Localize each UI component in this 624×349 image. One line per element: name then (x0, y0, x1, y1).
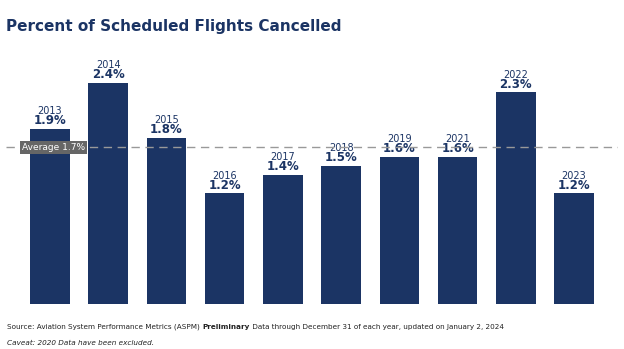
Bar (147, 138, 186, 304)
Text: 2013: 2013 (37, 106, 62, 116)
Bar (438, 157, 477, 304)
Text: 2018: 2018 (329, 143, 353, 153)
Text: Source: Aviation System Performance Metrics (ASPM): Source: Aviation System Performance Metr… (7, 323, 202, 330)
Text: 2014: 2014 (96, 60, 120, 70)
Text: 1.6%: 1.6% (441, 142, 474, 155)
Text: 2.3%: 2.3% (500, 77, 532, 90)
Bar (379, 157, 419, 304)
Text: Preliminary: Preliminary (202, 324, 250, 330)
Text: 2021: 2021 (446, 134, 470, 144)
Bar (554, 193, 594, 304)
Text: 1.2%: 1.2% (558, 179, 590, 192)
Bar (89, 83, 128, 304)
Text: Caveat: 2020 Data have been excluded.: Caveat: 2020 Data have been excluded. (7, 340, 155, 346)
Bar (496, 92, 535, 304)
Text: 2022: 2022 (504, 69, 529, 80)
Text: 2.4%: 2.4% (92, 68, 125, 81)
Text: 2023: 2023 (562, 171, 587, 180)
Text: 2015: 2015 (154, 116, 178, 125)
Text: 1.8%: 1.8% (150, 124, 183, 136)
Bar (321, 166, 361, 304)
Text: 2019: 2019 (387, 134, 412, 144)
Text: 1.9%: 1.9% (34, 114, 66, 127)
Text: Data through December 31 of each year, updated on January 2, 2024: Data through December 31 of each year, u… (250, 324, 504, 330)
Text: Average 1.7%: Average 1.7% (22, 143, 85, 152)
Text: 1.5%: 1.5% (324, 151, 358, 164)
Text: 2016: 2016 (212, 171, 237, 180)
Bar (30, 129, 70, 304)
Text: 1.4%: 1.4% (266, 160, 300, 173)
Text: 1.2%: 1.2% (208, 179, 241, 192)
Text: Percent of Scheduled Flights Cancelled: Percent of Scheduled Flights Cancelled (6, 19, 342, 34)
Bar (263, 175, 303, 304)
Bar (205, 193, 245, 304)
Text: 1.6%: 1.6% (383, 142, 416, 155)
Text: 2017: 2017 (271, 152, 295, 162)
